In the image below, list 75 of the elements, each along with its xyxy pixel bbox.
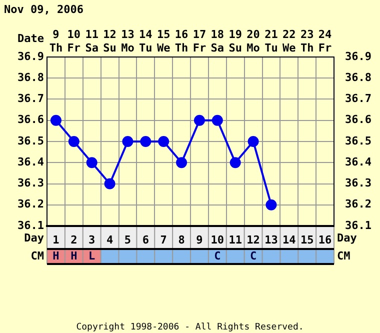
x2-tick-label: 8 — [178, 233, 185, 246]
text: H — [52, 249, 60, 262]
x2-tick-label: 12 — [246, 233, 260, 246]
point — [158, 136, 170, 147]
x2-tick-label: 16 — [318, 233, 332, 246]
text: Copyright 1998-2006 - All Rights Reserved. — [76, 322, 304, 332]
x-tick-label: 24 Fr — [318, 28, 332, 54]
x2-tick-label: 7 — [160, 233, 167, 246]
x-tick-label: 22 We — [282, 28, 296, 54]
x2-tick-label: 3 — [88, 233, 96, 246]
x2-tick-label: 4 — [106, 233, 114, 246]
y-tick-label: 36.7 — [18, 92, 44, 106]
x2-axis-title: Day — [337, 231, 358, 244]
point — [176, 157, 188, 168]
chart-title: Nov 09, 2006 — [4, 2, 84, 16]
x-tick-label: 14 Tu — [139, 28, 153, 54]
text: H — [70, 249, 78, 262]
y2-tick-label: 36.6 — [345, 113, 372, 126]
y2-tick-label: 36.2 — [345, 198, 372, 211]
y2-tick-label: 36.3 — [345, 176, 372, 190]
point — [266, 199, 277, 210]
x-tick-label: 9 Th — [49, 28, 63, 54]
x-tick-label: 20 Mo — [246, 28, 260, 54]
x-tick-label: 15 We — [156, 28, 171, 54]
y2-tick-label: 36.4 — [345, 155, 372, 168]
y-tick-label: 36.5 — [18, 134, 44, 148]
point — [194, 114, 205, 126]
x2-tick-label: 2 — [70, 233, 78, 246]
y2-tick-label: 36.9 — [345, 50, 372, 63]
x-tick-label: 11 Sa — [85, 28, 99, 54]
x-tick-label: 23 Th — [300, 28, 314, 54]
x2-tick-label: 11 — [228, 233, 242, 246]
x-tick-label: 21 Tu — [264, 28, 278, 54]
point — [122, 136, 134, 147]
x-tick-label: 12 Su — [103, 28, 116, 54]
x2-tick-label: 15 — [300, 233, 314, 246]
y2-tick-label: 36.7 — [345, 92, 372, 106]
y2-tick-label: 36.5 — [345, 134, 372, 148]
y-tick-label: 36.1 — [18, 218, 44, 232]
x2-tick-label: 6 — [142, 233, 150, 246]
point — [212, 114, 223, 126]
x2-tick-label: 9 — [196, 233, 203, 246]
point — [68, 136, 80, 147]
text: CM — [30, 249, 44, 262]
x2-tick-label: 1 — [52, 233, 60, 246]
text: L — [88, 249, 96, 262]
x-tick-label: 10 Fr — [67, 28, 81, 54]
x-axis-title: Date — [18, 32, 44, 45]
y-tick-label: 36.9 — [18, 50, 44, 63]
y-tick-label: 36.6 — [18, 113, 44, 126]
point — [248, 136, 259, 147]
point — [140, 136, 152, 147]
x-tick-label: 19 Su — [228, 28, 242, 54]
point — [104, 178, 116, 190]
x2-tick-label: 5 — [124, 233, 132, 246]
x-tick-label: 17 Fr — [192, 28, 206, 54]
x-tick-label: 16 Th — [174, 28, 189, 54]
point — [50, 114, 62, 126]
x2-tick-label: 10 — [210, 233, 224, 246]
y-tick-label: 36.2 — [18, 198, 44, 211]
text: C — [250, 249, 257, 262]
x2-tick-label: 13 — [264, 233, 278, 246]
y2-tick-label: 36.1 — [345, 218, 372, 232]
y-tick-label: 36.3 — [18, 176, 44, 190]
x-tick-label: 18 Sa — [210, 28, 224, 54]
text: C — [214, 249, 221, 262]
point — [230, 157, 241, 168]
x-tick-label: 13 Mo — [121, 28, 135, 54]
y-tick-label: 36.4 — [18, 155, 44, 168]
y-tick-label: 36.8 — [18, 70, 44, 84]
y2-tick-label: 36.8 — [345, 70, 372, 84]
point — [86, 157, 98, 168]
text: Day — [24, 231, 44, 244]
x2-tick-label: 14 — [282, 233, 296, 246]
text: CM — [337, 249, 351, 262]
